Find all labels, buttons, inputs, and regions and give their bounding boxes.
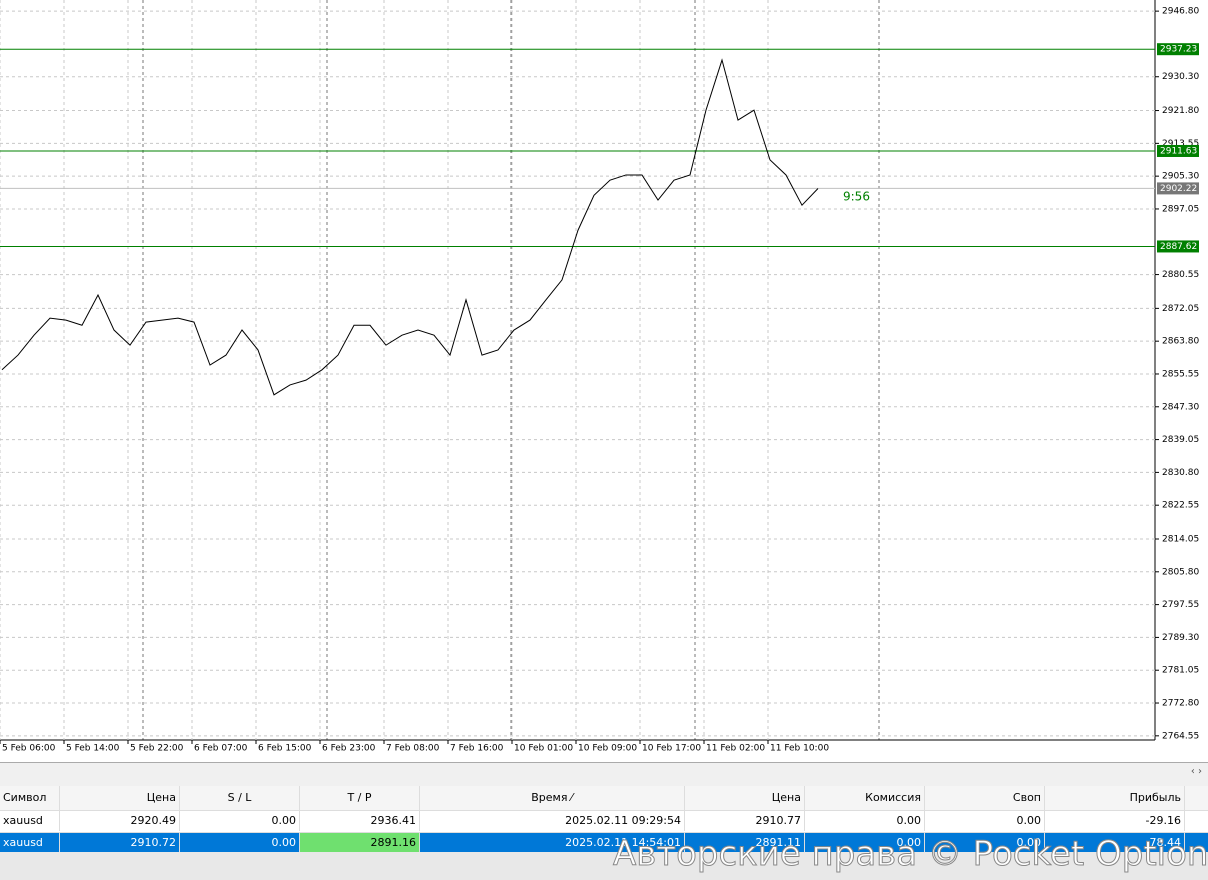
table-cell: Цена bbox=[60, 786, 180, 810]
level-label: 2887.62 bbox=[1160, 242, 1197, 252]
table-cell: 2936.41 bbox=[300, 811, 420, 831]
table-cell: xauusd bbox=[0, 833, 60, 853]
y-tick-label: 2921.80 bbox=[1162, 106, 1199, 116]
y-tick-label: 2897.05 bbox=[1162, 204, 1199, 214]
table-cell: Время ⁄ bbox=[420, 786, 685, 810]
y-tick-label: 2772.80 bbox=[1162, 699, 1199, 709]
current-price-label: 2902.22 bbox=[1160, 184, 1197, 194]
table-cell: 0.00 bbox=[180, 811, 300, 831]
watermark: Авторские права © Pocket Option bbox=[612, 834, 1208, 875]
table-cell: 2025.02.11 09:29:54 bbox=[420, 811, 685, 831]
timer: 9:56 bbox=[843, 190, 870, 204]
panel-footer bbox=[0, 852, 1208, 880]
table-cell: S / L bbox=[180, 786, 300, 810]
table-cell: 2910.77 bbox=[685, 811, 805, 831]
y-tick-label: 2863.80 bbox=[1162, 337, 1199, 347]
chart: 9:56 2946.80 2930.30 2921.80 2913.55 2905.30… bbox=[0, 0, 1208, 762]
level-label-bg bbox=[1157, 43, 1199, 56]
x-tick-label: 11 Feb 10:00 bbox=[770, 744, 829, 754]
x-tick-label: 5 Feb 06:00 bbox=[2, 744, 56, 754]
table-cell: 2910.72 bbox=[60, 833, 180, 853]
y-tick-label: 2905.30 bbox=[1162, 172, 1199, 182]
table-cell: Своп bbox=[925, 786, 1045, 810]
y-tick-label: 2797.55 bbox=[1162, 600, 1199, 610]
table-cell: 2891.11 bbox=[685, 833, 805, 853]
x-tick-label: 10 Feb 17:00 bbox=[642, 744, 701, 754]
table-cell: 2920.49 bbox=[60, 811, 180, 831]
table-cell: Цена bbox=[685, 786, 805, 810]
x-tick-label: 5 Feb 14:00 bbox=[66, 744, 120, 754]
current-price-bg bbox=[1157, 182, 1199, 195]
table-cell: 2891.16 bbox=[300, 833, 420, 853]
x-tick-label: 11 Feb 02:00 bbox=[706, 744, 765, 754]
table-cell: Комиссия bbox=[805, 786, 925, 810]
table-cell: 0.00 bbox=[180, 833, 300, 853]
table-cell: 0.00 bbox=[925, 833, 1045, 853]
table-cell: 0.00 bbox=[805, 811, 925, 831]
table-cell: T / P bbox=[300, 786, 420, 810]
panel-toolbar: ‹ › bbox=[0, 762, 1208, 787]
table-cell: 2025.02.11 14:54:01 bbox=[420, 833, 685, 853]
y-tick-label: 2872.05 bbox=[1162, 304, 1199, 314]
level-label: 2937.23 bbox=[1160, 45, 1197, 55]
y-tick-label: 2830.80 bbox=[1162, 468, 1199, 478]
y-tick-label: 2946.80 bbox=[1162, 7, 1199, 17]
y-tick-label: 2880.55 bbox=[1162, 270, 1199, 280]
table-row[interactable]: xauusd 2920.49 0.00 2936.41 2025.02.11 09:29… bbox=[0, 811, 1208, 833]
x-tick-label: 6 Feb 23:00 bbox=[322, 744, 376, 754]
scroll-arrows[interactable]: ‹ › bbox=[1190, 766, 1202, 777]
table-cell: -29.16 bbox=[1045, 811, 1185, 831]
y-tick-label: 2805.80 bbox=[1162, 567, 1199, 577]
y-tick-label: 2789.30 bbox=[1162, 633, 1199, 643]
y-tick-label: 2764.55 bbox=[1162, 731, 1199, 741]
table-cell: Символ bbox=[0, 786, 60, 810]
y-tick-label: 2855.55 bbox=[1162, 369, 1199, 379]
y-tick-label: 2847.30 bbox=[1162, 402, 1199, 412]
level-label: 2911.63 bbox=[1160, 146, 1197, 156]
chart-bg bbox=[0, 0, 1208, 762]
price-line bbox=[1, 58, 819, 396]
y-tick-label: 2781.05 bbox=[1162, 666, 1199, 676]
y-tick-label: 2930.30 bbox=[1162, 72, 1199, 82]
table-cell: 0.00 bbox=[805, 833, 925, 853]
table-cell: Прибыль bbox=[1045, 786, 1185, 810]
x-tick-label: 6 Feb 15:00 bbox=[258, 744, 312, 754]
table-cell: 78.44 bbox=[1045, 833, 1185, 853]
x-tick-label: 7 Feb 08:00 bbox=[386, 744, 440, 754]
y-tick-label: 2839.05 bbox=[1162, 435, 1199, 445]
table-cell: xauusd bbox=[0, 811, 60, 831]
y-tick-label: 2822.55 bbox=[1162, 501, 1199, 511]
level-label-bg bbox=[1157, 240, 1199, 253]
level-label-bg bbox=[1157, 144, 1199, 157]
x-tick-label: 6 Feb 07:00 bbox=[194, 744, 248, 754]
x-tick-label: 7 Feb 16:00 bbox=[450, 744, 504, 754]
y-tick-label: 2814.05 bbox=[1162, 534, 1199, 544]
x-tick-label: 5 Feb 22:00 bbox=[130, 744, 184, 754]
y-tick-label: 2913.55 bbox=[1162, 139, 1199, 149]
table-cell: 0.00 bbox=[925, 811, 1045, 831]
x-tick-label: 10 Feb 09:00 bbox=[578, 744, 637, 754]
x-tick-label: 10 Feb 01:00 bbox=[514, 744, 573, 754]
